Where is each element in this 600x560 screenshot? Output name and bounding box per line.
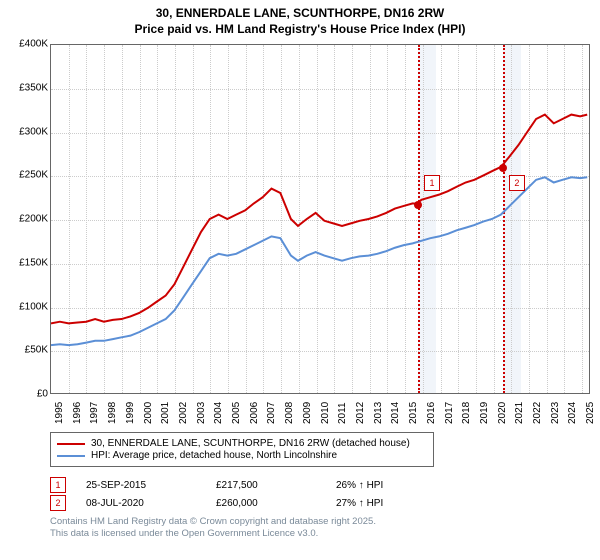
sale-hpi: 26% ↑ HPI [336, 480, 436, 491]
footer-line2: This data is licensed under the Open Gov… [50, 528, 318, 539]
y-tick-label: £100K [19, 301, 48, 312]
sale-price: £217,500 [216, 480, 336, 491]
chart-title: 30, ENNERDALE LANE, SCUNTHORPE, DN16 2RW… [0, 0, 600, 37]
sale-date: 08-JUL-2020 [86, 498, 216, 509]
sale-marker-badge: 2 [509, 175, 525, 191]
legend-swatch [57, 443, 85, 445]
x-tick-label: 2000 [143, 402, 154, 424]
y-tick-label: £0 [37, 389, 48, 400]
title-line2: Price paid vs. HM Land Registry's House … [135, 22, 466, 36]
x-tick-label: 2005 [231, 402, 242, 424]
line-series [51, 45, 589, 393]
x-tick-label: 2025 [585, 402, 596, 424]
x-tick-label: 2011 [337, 402, 348, 424]
sale-dot [499, 164, 507, 172]
x-tick-label: 2010 [320, 402, 331, 424]
y-tick-label: £400K [19, 39, 48, 50]
y-tick-label: £300K [19, 126, 48, 137]
sale-price: £260,000 [216, 498, 336, 509]
series-price_paid [51, 115, 587, 324]
x-tick-label: 2019 [479, 402, 490, 424]
legend-label: HPI: Average price, detached house, Nort… [91, 450, 337, 461]
footer-attribution: Contains HM Land Registry data © Crown c… [50, 516, 376, 541]
x-tick-label: 2002 [178, 402, 189, 424]
x-tick-label: 1997 [89, 402, 100, 424]
title-line1: 30, ENNERDALE LANE, SCUNTHORPE, DN16 2RW [156, 6, 445, 20]
sale-index-badge: 2 [50, 495, 66, 511]
x-tick-label: 2016 [426, 402, 437, 424]
x-tick-label: 1999 [125, 402, 136, 424]
x-tick-label: 1998 [107, 402, 118, 424]
y-tick-label: £150K [19, 257, 48, 268]
sale-row: 1 25-SEP-2015£217,50026% ↑ HPI [50, 476, 436, 494]
sale-date: 25-SEP-2015 [86, 480, 216, 491]
sale-index-badge: 1 [50, 477, 66, 493]
x-tick-label: 2022 [532, 402, 543, 424]
y-tick-label: £50K [25, 345, 48, 356]
y-tick-label: £250K [19, 170, 48, 181]
x-tick-label: 2004 [213, 402, 224, 424]
chart-container: 30, ENNERDALE LANE, SCUNTHORPE, DN16 2RW… [0, 0, 600, 560]
x-tick-label: 1996 [72, 402, 83, 424]
x-tick-label: 2001 [160, 402, 171, 424]
y-tick-label: £350K [19, 82, 48, 93]
x-tick-label: 2014 [390, 402, 401, 424]
sale-marker-badge: 1 [424, 175, 440, 191]
legend: 30, ENNERDALE LANE, SCUNTHORPE, DN16 2RW… [50, 432, 434, 467]
x-tick-label: 2012 [355, 402, 366, 424]
x-tick-label: 2017 [444, 402, 455, 424]
x-tick-label: 2020 [497, 402, 508, 424]
legend-swatch [57, 455, 85, 457]
x-tick-label: 2018 [461, 402, 472, 424]
x-tick-label: 2021 [514, 402, 525, 424]
footer-line1: Contains HM Land Registry data © Crown c… [50, 516, 376, 527]
legend-row: HPI: Average price, detached house, Nort… [57, 450, 427, 461]
x-tick-label: 2013 [373, 402, 384, 424]
x-tick-label: 2023 [550, 402, 561, 424]
x-tick-label: 2007 [266, 402, 277, 424]
legend-label: 30, ENNERDALE LANE, SCUNTHORPE, DN16 2RW… [91, 438, 410, 449]
x-tick-label: 2009 [302, 402, 313, 424]
plot-area: 12 [50, 44, 590, 394]
sale-dot [414, 201, 422, 209]
x-tick-label: 2006 [249, 402, 260, 424]
sale-row: 2 08-JUL-2020£260,00027% ↑ HPI [50, 494, 436, 512]
x-tick-label: 2015 [408, 402, 419, 424]
x-tick-label: 2008 [284, 402, 295, 424]
y-tick-label: £200K [19, 214, 48, 225]
sales-table: 1 25-SEP-2015£217,50026% ↑ HPI 2 08-JUL-202… [50, 476, 436, 512]
x-tick-label: 1995 [54, 402, 65, 424]
x-tick-label: 2024 [567, 402, 578, 424]
legend-row: 30, ENNERDALE LANE, SCUNTHORPE, DN16 2RW… [57, 438, 427, 449]
series-hpi [51, 177, 587, 345]
x-tick-label: 2003 [196, 402, 207, 424]
sale-hpi: 27% ↑ HPI [336, 498, 436, 509]
